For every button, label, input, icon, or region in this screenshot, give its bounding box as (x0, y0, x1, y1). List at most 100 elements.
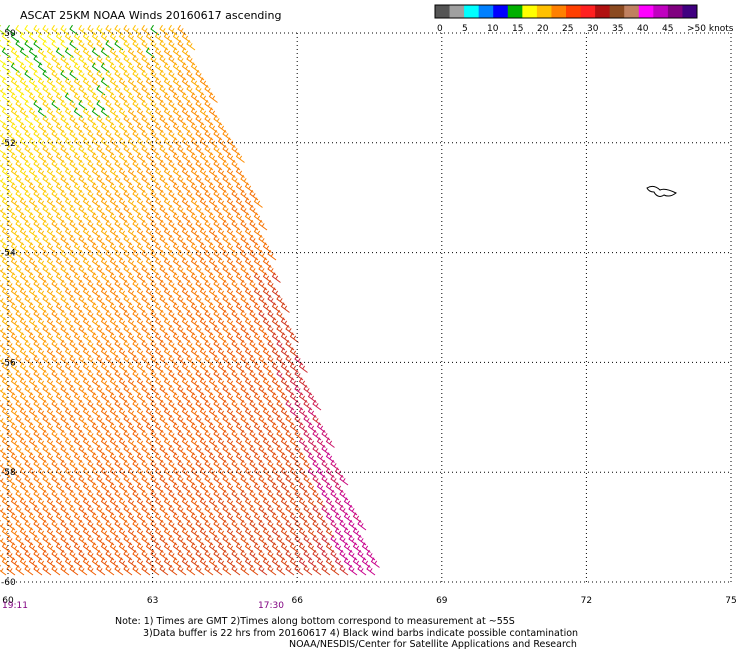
wind-barb (118, 197, 128, 208)
wind-barb (19, 302, 29, 313)
wind-barb (307, 512, 317, 523)
wind-barb (208, 362, 218, 373)
wind-barb (330, 564, 340, 576)
wind-barb (231, 384, 241, 396)
wind-barb (0, 324, 7, 336)
wind-barb (60, 84, 70, 96)
wind-barb (186, 189, 196, 201)
colorbar-frame (434, 4, 698, 19)
wind-barb (10, 272, 20, 283)
wind-barb (222, 264, 232, 276)
wind-barb (127, 527, 137, 538)
wind-barb (280, 512, 290, 523)
wind-barb (172, 212, 182, 223)
wind-barb (55, 422, 65, 433)
wind-barb (141, 99, 151, 111)
wind-barb (64, 182, 74, 193)
wind-barb (87, 414, 97, 426)
wind-barb (6, 549, 16, 561)
wind-barb (0, 369, 7, 381)
wind-barb (276, 324, 286, 336)
wind-barb (91, 62, 101, 73)
wind-barb (0, 39, 7, 51)
wind-barb (37, 407, 47, 418)
wind-barb (91, 557, 101, 568)
wind-barb (136, 557, 146, 568)
wind-barb (114, 369, 124, 381)
wind-barb (6, 564, 16, 576)
wind-barb (150, 234, 160, 246)
wind-barb (217, 122, 227, 133)
wind-barb (64, 422, 74, 433)
wind-barb (145, 392, 155, 403)
wind-barb (199, 347, 209, 358)
wind-barb (285, 354, 295, 366)
wind-barb (100, 242, 110, 253)
wind-barb (28, 122, 38, 133)
wind-barb (240, 504, 250, 516)
wind-barb (73, 137, 83, 148)
wind-barb (231, 294, 241, 306)
wind-barb (276, 414, 286, 426)
wind-barb (213, 159, 223, 171)
wind-barb (15, 129, 25, 141)
wind-barb (28, 482, 38, 493)
wind-barb (69, 429, 79, 441)
wind-barb (213, 309, 223, 321)
wind-barb (123, 159, 133, 171)
wind-barb (60, 189, 70, 201)
wind-barb (78, 549, 88, 561)
wind-barb (181, 62, 191, 73)
wind-barb (100, 332, 110, 343)
wind-barb (240, 474, 250, 486)
wind-barb (10, 482, 20, 493)
wind-barb (172, 512, 182, 523)
wind-barb (69, 249, 79, 261)
wind-barb (64, 167, 74, 178)
wind-barb (127, 152, 137, 163)
wind-barb (118, 362, 128, 373)
wind-barb (235, 557, 245, 568)
wind-barb (33, 204, 43, 216)
chart-title: ASCAT 25KM NOAA Winds 20160617 ascending (20, 9, 281, 22)
wind-barb (271, 452, 281, 463)
wind-barb (249, 354, 259, 366)
wind-barb (208, 122, 218, 133)
wind-barb (19, 287, 29, 298)
wind-barb (87, 519, 97, 531)
wind-barb (118, 242, 128, 253)
wind-barb (172, 437, 182, 448)
wind-barb (0, 219, 7, 231)
wind-barb (217, 137, 227, 148)
wind-barb (87, 564, 97, 576)
wind-barb (262, 452, 272, 463)
wind-barb (78, 444, 88, 456)
wind-barb (105, 24, 115, 36)
wind-barb (154, 302, 164, 313)
wind-barb (213, 504, 223, 516)
wind-barb (55, 47, 65, 58)
wind-barb (91, 302, 101, 313)
wind-barb (253, 317, 263, 328)
wind-barb (163, 77, 173, 88)
wind-barb (244, 317, 254, 328)
wind-barb (276, 444, 286, 456)
wind-barb (96, 114, 106, 126)
wind-barb (208, 347, 218, 358)
wind-barb (73, 332, 83, 343)
wind-barb (105, 84, 115, 96)
wind-barb (46, 212, 56, 223)
wind-barb (109, 437, 119, 448)
wind-barb (204, 399, 214, 411)
wind-barb (123, 399, 133, 411)
wind-barb (15, 414, 25, 426)
wind-barb (96, 384, 106, 396)
wind-barb (276, 459, 286, 471)
colorbar-swatch (624, 5, 640, 18)
wind-barb (33, 549, 43, 561)
wind-barb (186, 339, 196, 351)
colorbar-swatch (580, 5, 596, 18)
wind-barb (87, 369, 97, 381)
wind-barb (127, 287, 137, 298)
wind-barb (249, 234, 259, 246)
